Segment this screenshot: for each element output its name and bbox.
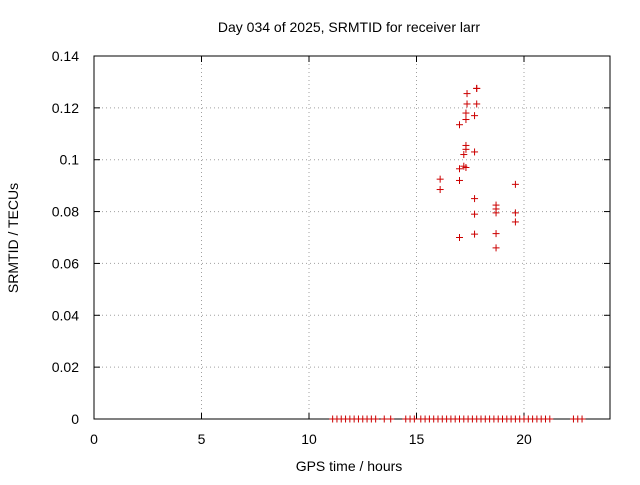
- axes-layer: [93, 55, 611, 420]
- data-point: [456, 234, 463, 241]
- data-point: [462, 141, 470, 149]
- y-tick-label: 0.12: [52, 100, 79, 116]
- data-point: [456, 121, 463, 129]
- data-point: [387, 415, 395, 423]
- data-point: [492, 244, 500, 252]
- y-tick-label: 0.1: [60, 152, 80, 168]
- data-point: [471, 112, 479, 120]
- data-point: [463, 90, 471, 98]
- data-point: [456, 165, 463, 173]
- x-tick-label: 15: [409, 431, 425, 447]
- x-tick-label: 10: [301, 431, 317, 447]
- data-point: [436, 186, 444, 194]
- data-point: [380, 415, 388, 423]
- y-tick-label: 0.04: [52, 307, 79, 323]
- data-point: [462, 116, 470, 124]
- data-point: [460, 151, 468, 159]
- data-point: [492, 230, 500, 238]
- data-point: [473, 100, 481, 108]
- data-point: [511, 209, 519, 217]
- data-point: [492, 201, 500, 209]
- y-tick-label: 0.08: [52, 204, 79, 220]
- y-tick-label: 0: [71, 411, 79, 427]
- y-tick-label: 0.14: [52, 48, 79, 64]
- data-point: [462, 163, 470, 171]
- data-point: [462, 109, 470, 117]
- x-axis-label: GPS time / hours: [296, 458, 403, 474]
- x-tick-label: 20: [516, 431, 532, 447]
- data-point: [578, 415, 586, 423]
- data-point: [471, 230, 479, 238]
- data-points: [329, 84, 586, 423]
- data-point: [511, 180, 519, 188]
- data-point: [471, 210, 479, 218]
- data-point: [471, 148, 479, 156]
- data-point: [410, 415, 418, 423]
- y-tick-label: 0.06: [52, 255, 79, 271]
- data-point: [511, 218, 519, 226]
- data-point: [546, 415, 554, 423]
- data-point: [463, 100, 471, 108]
- ticks-layer: 0 5 10 15 20 0 0.02 0.04 0.06 0.08 0.1 0.12 0.14: [52, 48, 610, 447]
- y-axis-label: SRMTID / TECUs: [5, 183, 21, 293]
- x-tick-label: 5: [198, 431, 206, 447]
- chart-title: Day 034 of 2025, SRMTID for receiver lar…: [218, 19, 481, 35]
- y-tick-label: 0.02: [52, 359, 79, 375]
- data-point: [372, 415, 380, 423]
- data-point: [436, 175, 444, 183]
- grid-layer: [94, 56, 610, 419]
- x-tick-label: 0: [90, 431, 98, 447]
- data-point: [456, 176, 463, 184]
- data-point: [471, 195, 479, 203]
- data-point: [473, 84, 481, 92]
- plot-frame: [93, 55, 611, 420]
